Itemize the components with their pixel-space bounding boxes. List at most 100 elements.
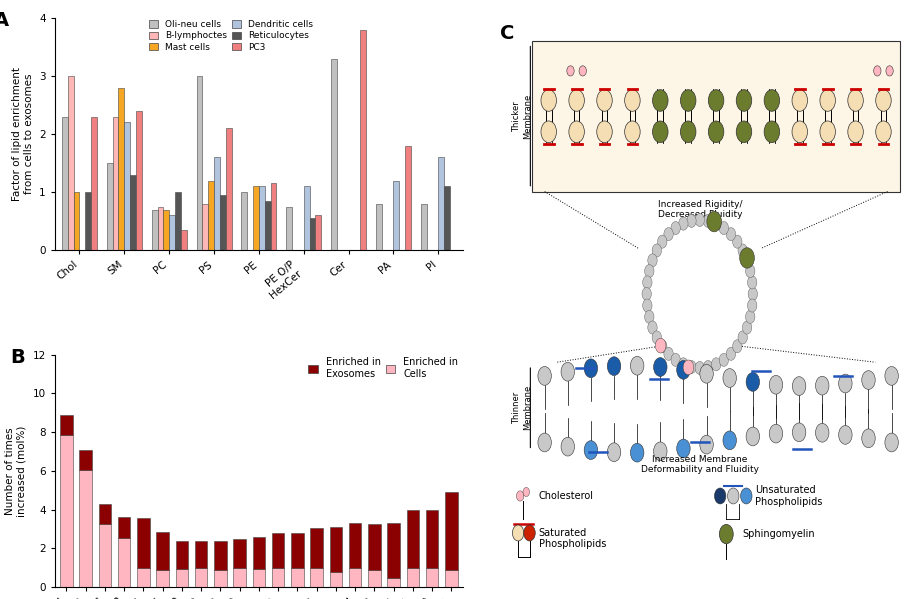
- Circle shape: [643, 276, 652, 289]
- Circle shape: [726, 347, 736, 361]
- Circle shape: [862, 429, 876, 447]
- Circle shape: [732, 235, 742, 248]
- Bar: [194, 568, 207, 587]
- Bar: [368, 524, 381, 570]
- Circle shape: [607, 357, 621, 376]
- Text: Sphingomyelin: Sphingomyelin: [742, 529, 815, 539]
- Bar: [310, 568, 323, 587]
- Circle shape: [740, 248, 754, 268]
- Circle shape: [671, 222, 680, 235]
- Bar: [118, 518, 131, 538]
- Bar: [253, 537, 265, 568]
- Circle shape: [671, 353, 680, 367]
- Text: C: C: [499, 24, 514, 43]
- Circle shape: [607, 443, 621, 462]
- Circle shape: [707, 211, 721, 232]
- Circle shape: [848, 121, 864, 143]
- Bar: [446, 492, 457, 570]
- Bar: [426, 510, 438, 568]
- Circle shape: [820, 121, 835, 143]
- Circle shape: [512, 525, 524, 541]
- Circle shape: [642, 288, 651, 301]
- Circle shape: [736, 90, 751, 111]
- Circle shape: [645, 310, 654, 323]
- Circle shape: [648, 254, 657, 267]
- Circle shape: [719, 222, 729, 235]
- Bar: [406, 510, 419, 568]
- Bar: [85, 192, 91, 250]
- Circle shape: [738, 244, 748, 257]
- Circle shape: [708, 121, 724, 143]
- Circle shape: [876, 90, 891, 111]
- Circle shape: [538, 433, 551, 452]
- Circle shape: [792, 377, 806, 395]
- Circle shape: [541, 121, 557, 143]
- Circle shape: [711, 217, 721, 230]
- Circle shape: [569, 121, 584, 143]
- Circle shape: [523, 488, 530, 497]
- Text: Saturated
Phospholipids: Saturated Phospholipids: [539, 528, 606, 549]
- Bar: [234, 568, 246, 587]
- Bar: [331, 59, 337, 250]
- Circle shape: [746, 373, 760, 391]
- Bar: [136, 111, 142, 250]
- Bar: [406, 568, 419, 587]
- Circle shape: [764, 90, 780, 111]
- Bar: [253, 568, 265, 587]
- Text: Cholesterol: Cholesterol: [539, 491, 593, 501]
- Circle shape: [736, 121, 751, 143]
- Circle shape: [770, 376, 782, 394]
- Circle shape: [569, 90, 584, 111]
- Circle shape: [874, 66, 881, 76]
- Legend: Enriched in
Exosomes, Enriched in
Cells: Enriched in Exosomes, Enriched in Cells: [309, 357, 458, 379]
- Bar: [315, 216, 321, 250]
- Bar: [272, 533, 285, 568]
- Circle shape: [742, 254, 751, 267]
- Bar: [214, 158, 220, 250]
- Bar: [79, 470, 92, 587]
- Circle shape: [687, 214, 696, 228]
- Bar: [330, 571, 342, 587]
- Circle shape: [740, 488, 752, 504]
- Circle shape: [703, 361, 713, 374]
- Circle shape: [645, 265, 654, 278]
- Circle shape: [624, 121, 640, 143]
- Circle shape: [792, 90, 807, 111]
- Circle shape: [848, 90, 864, 111]
- Circle shape: [561, 437, 574, 456]
- Bar: [208, 180, 214, 250]
- Circle shape: [584, 441, 598, 459]
- Bar: [387, 523, 400, 578]
- Text: Unsaturated
Phospholipids: Unsaturated Phospholipids: [755, 485, 823, 507]
- Bar: [194, 540, 207, 568]
- Y-axis label: Number of times
increased (mol%): Number of times increased (mol%): [5, 425, 27, 516]
- Circle shape: [695, 361, 705, 374]
- Bar: [220, 195, 226, 250]
- Circle shape: [657, 340, 666, 353]
- Circle shape: [746, 265, 755, 278]
- Circle shape: [746, 427, 760, 446]
- Text: Thicker
Membrane: Thicker Membrane: [512, 93, 532, 139]
- Circle shape: [538, 367, 551, 385]
- Bar: [131, 175, 136, 250]
- Circle shape: [711, 358, 721, 371]
- Bar: [291, 533, 304, 568]
- Circle shape: [656, 338, 666, 353]
- Bar: [124, 122, 131, 250]
- Circle shape: [815, 376, 829, 395]
- Bar: [79, 450, 92, 470]
- Circle shape: [885, 367, 898, 385]
- Circle shape: [597, 90, 613, 111]
- Bar: [62, 117, 68, 250]
- Circle shape: [695, 213, 705, 226]
- Bar: [394, 180, 399, 250]
- Bar: [156, 570, 169, 587]
- Circle shape: [719, 525, 733, 544]
- Bar: [349, 568, 362, 587]
- Circle shape: [624, 90, 640, 111]
- Circle shape: [770, 424, 782, 443]
- Bar: [426, 568, 438, 587]
- Bar: [181, 230, 186, 250]
- Circle shape: [726, 228, 736, 241]
- Bar: [158, 207, 163, 250]
